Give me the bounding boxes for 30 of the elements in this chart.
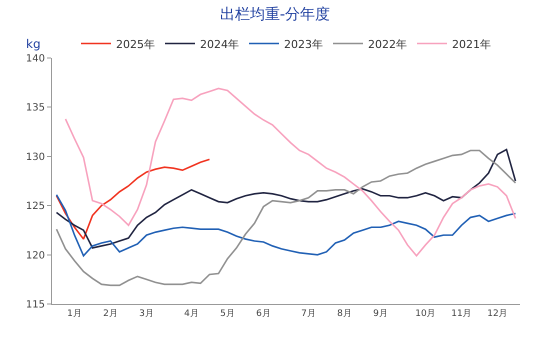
- line-series: [56, 194, 516, 257]
- y-tick-label: 140: [26, 54, 45, 64]
- x-tick-label: 6月: [256, 308, 271, 319]
- x-tick-label: 7月: [301, 308, 316, 319]
- legend-label: 2021年: [452, 38, 491, 51]
- line-series: [56, 148, 516, 249]
- x-tick-label: 3月: [139, 308, 154, 319]
- x-tick-label: 11月: [451, 308, 472, 319]
- y-tick-label: 135: [26, 102, 45, 114]
- y-tick-label: 115: [26, 300, 45, 310]
- y-tick-label: 120: [26, 250, 45, 262]
- x-tick-label: 12月: [487, 308, 508, 319]
- x-tick-label: 10月: [415, 308, 436, 319]
- line-series: [56, 150, 516, 286]
- line-series: [64, 88, 516, 257]
- legend-label: 2023年: [284, 38, 323, 51]
- x-tick-label: 5月: [220, 308, 235, 319]
- y-tick-label: 130: [26, 152, 45, 163]
- legend-label: 2025年: [116, 38, 155, 51]
- line-series: [56, 158, 210, 240]
- legend-label: 2024年: [200, 38, 239, 51]
- chart-title: 出栏均重-分年度: [220, 5, 330, 24]
- legend-label: 2022年: [368, 38, 407, 51]
- x-tick-label: 9月: [373, 308, 388, 319]
- y-tick-label: 125: [26, 201, 45, 212]
- y-axis-title: kg: [26, 37, 41, 51]
- x-tick-label: 1月: [67, 308, 82, 319]
- x-tick-label: 4月: [184, 308, 199, 319]
- x-tick-label: 2月: [103, 308, 118, 319]
- x-tick-label: 8月: [337, 308, 352, 319]
